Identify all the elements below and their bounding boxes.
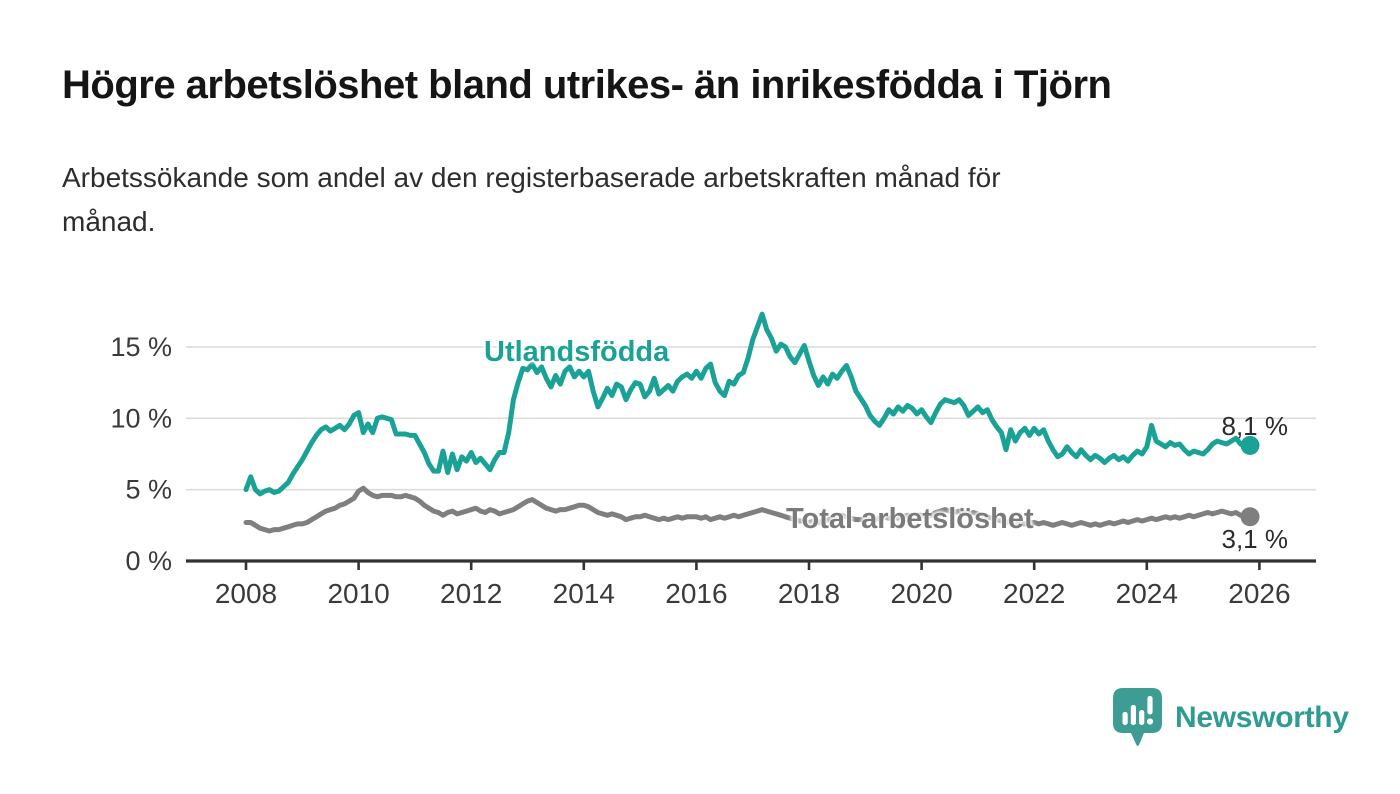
series-line-utlandsf-dda xyxy=(243,311,1253,497)
x-axis-label-2026: 2026 xyxy=(1228,578,1290,609)
newsworthy-logo-text: Newsworthy xyxy=(1175,700,1349,734)
x-axis-label-2016: 2016 xyxy=(665,578,727,609)
end-value-utlandsfodda: 8,1 % xyxy=(1221,411,1289,441)
newsworthy-logo: Newsworthy xyxy=(1112,687,1349,748)
y-axis-label-0: 0 % xyxy=(125,546,172,576)
y-axis-label-10: 10 % xyxy=(110,403,172,433)
subtitle-line-1: Arbetssökande som andel av den registerb… xyxy=(62,162,1001,193)
chart-subtitle: Arbetssökande som andel av den registerb… xyxy=(62,156,1282,244)
series-label-utlandsfodda: Utlandsfödda xyxy=(484,336,670,368)
x-axis-label-2022: 2022 xyxy=(1003,578,1065,609)
x-axis-label-2020: 2020 xyxy=(890,578,952,609)
x-axis-label-2014: 2014 xyxy=(553,578,615,609)
series-end-dot-utlandsf-dda xyxy=(1240,435,1260,455)
series-line-total-arbetsl-shet xyxy=(243,485,1253,534)
x-axis-label-2012: 2012 xyxy=(440,578,502,609)
newsworthy-speech-bubble-bar-chart-icon xyxy=(1113,688,1162,746)
y-axis-label-5: 5 % xyxy=(125,475,172,505)
page-title: Högre arbetslöshet bland utrikes- än inr… xyxy=(62,63,1112,107)
subtitle-line-2: månad. xyxy=(62,206,156,237)
x-axis-label-2008: 2008 xyxy=(215,578,277,609)
series-label-total-arbetsloshet: Total arbetslöshet xyxy=(786,503,1034,535)
x-axis-label-2010: 2010 xyxy=(327,578,389,609)
end-value-total-arbetsloshet: 3,1 % xyxy=(1221,524,1289,554)
series-end-dot-total-arbetsl-shet xyxy=(1240,507,1260,527)
x-axis-label-2018: 2018 xyxy=(778,578,840,609)
x-axis-label-2024: 2024 xyxy=(1116,578,1178,609)
y-axis-label-15: 15 % xyxy=(110,332,172,362)
